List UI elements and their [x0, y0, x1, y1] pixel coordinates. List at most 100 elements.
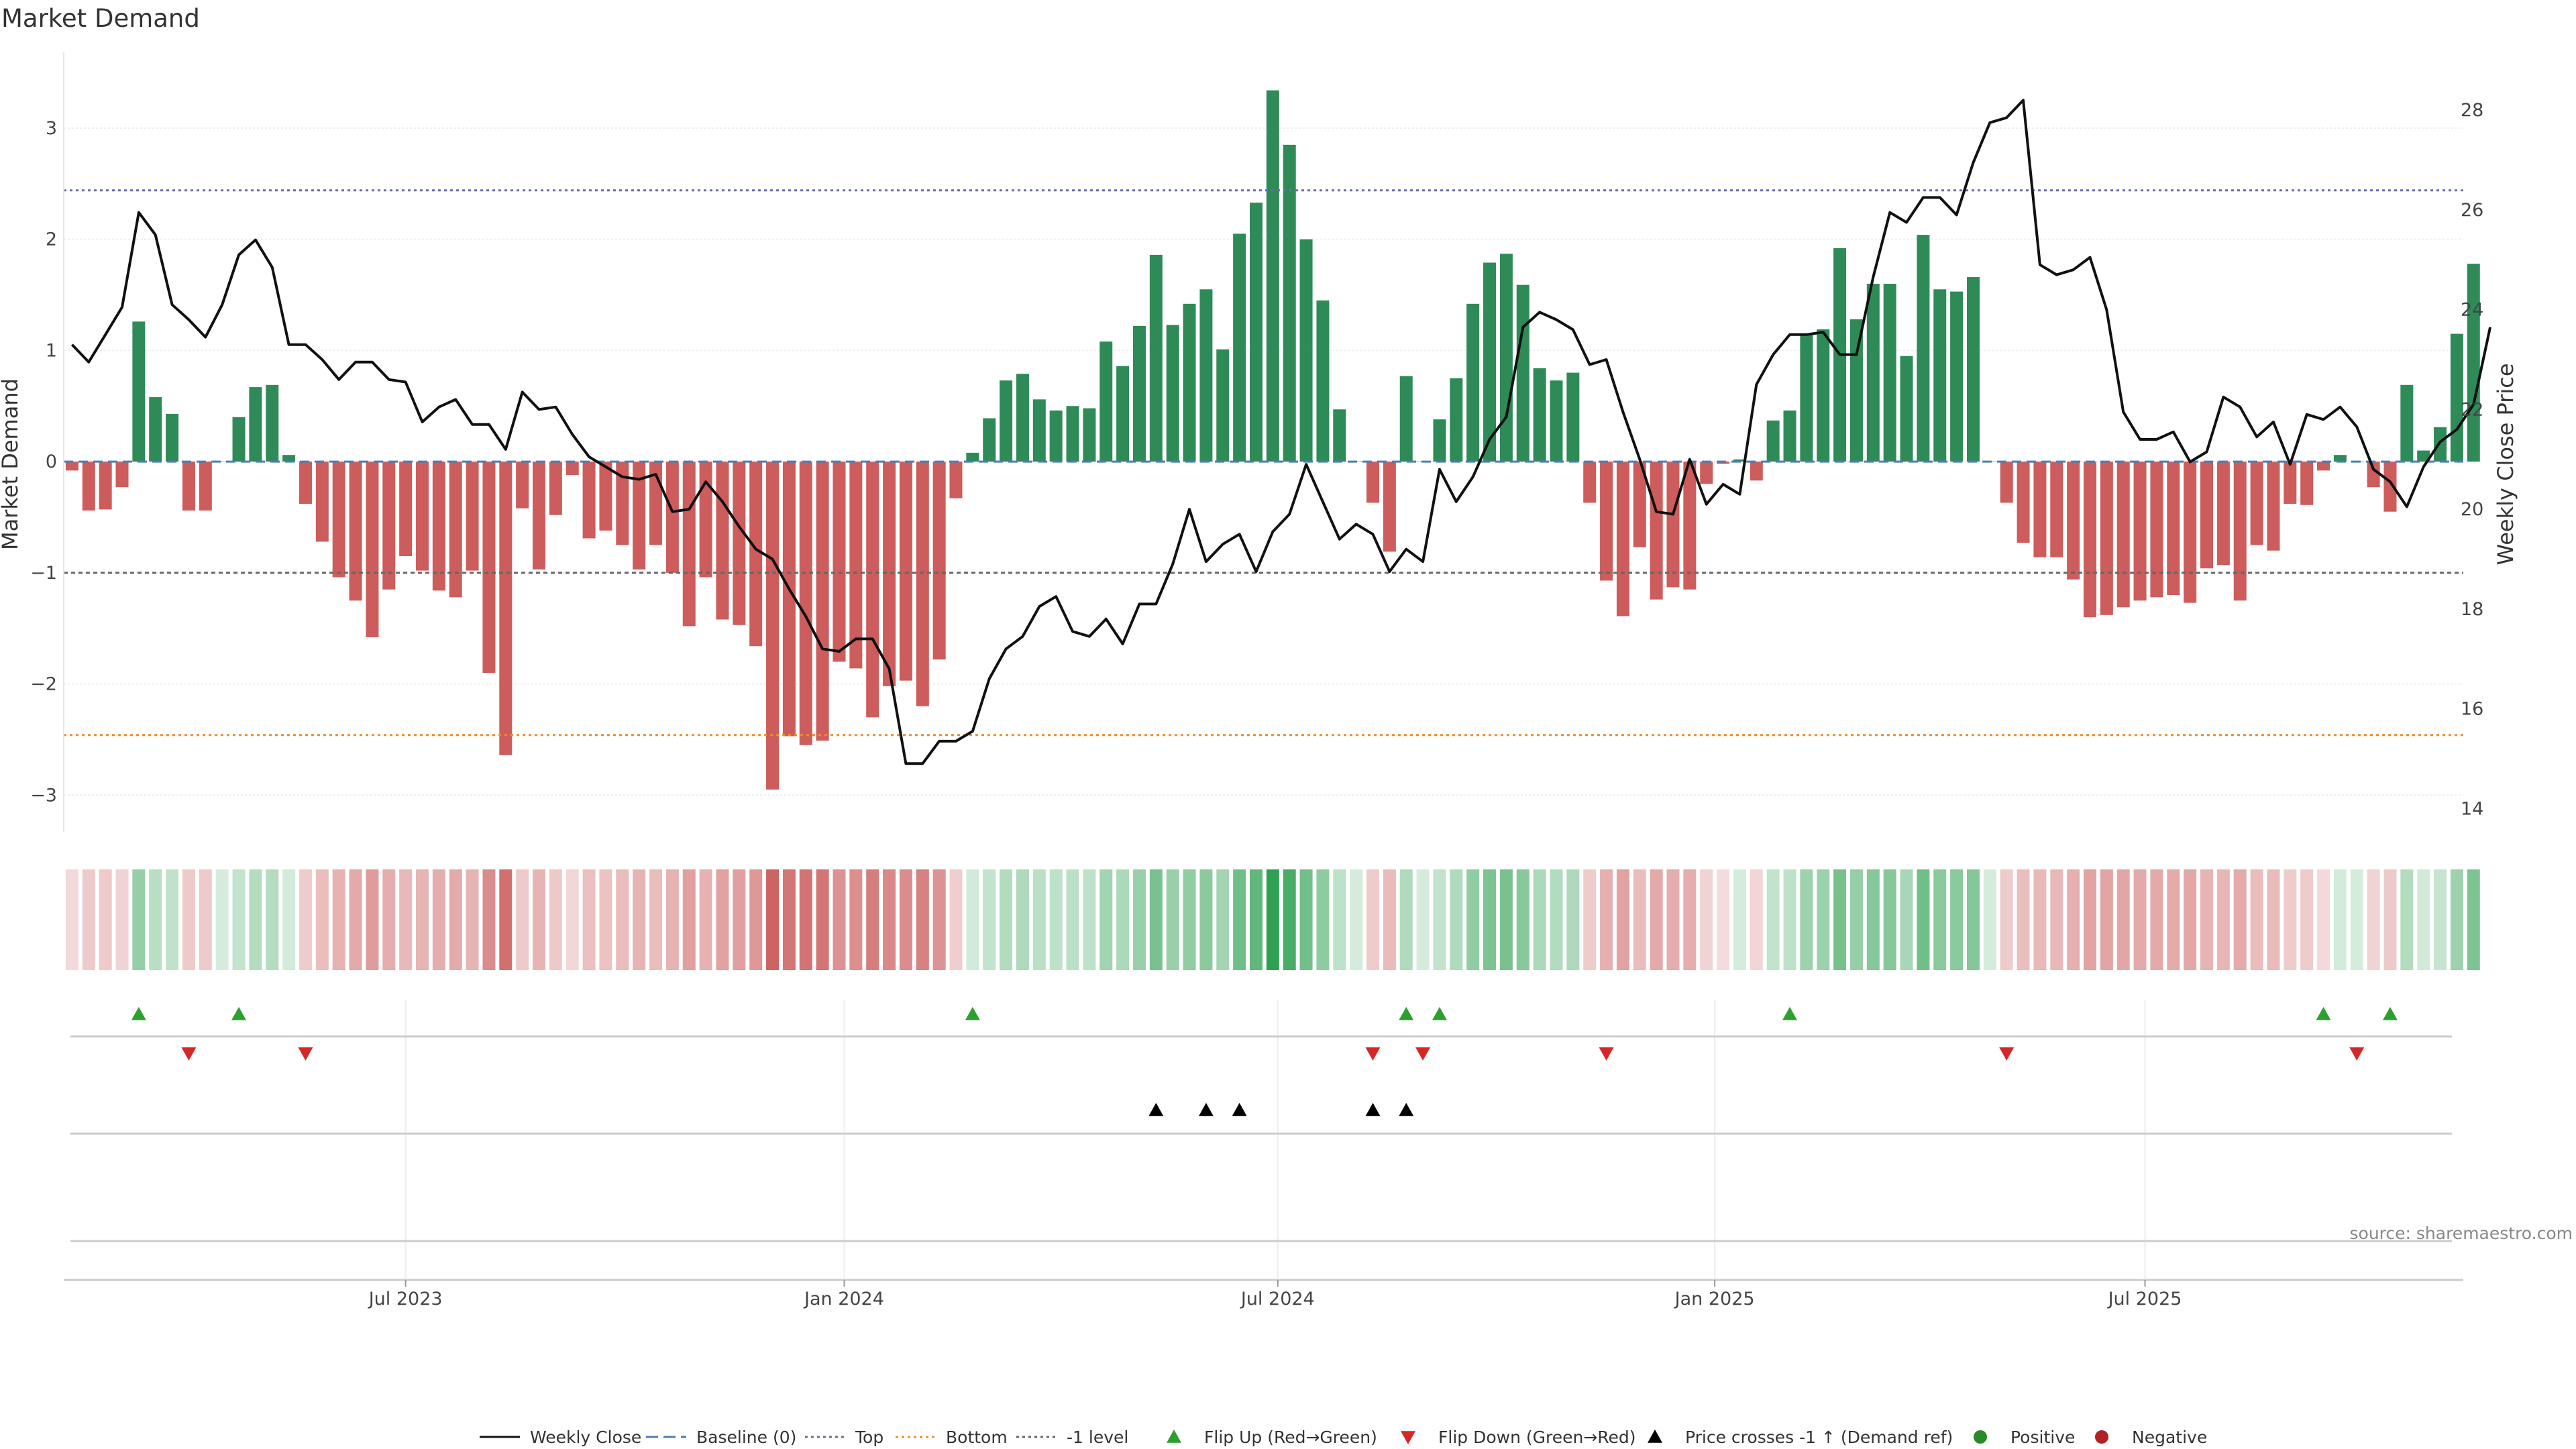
- heat-cell: [2116, 869, 2130, 970]
- heat-cell: [716, 869, 729, 970]
- heat-cell: [1533, 869, 1546, 970]
- heat-cell: [1216, 869, 1230, 970]
- heat-cell: [2284, 869, 2297, 970]
- demand-bar: [733, 462, 746, 625]
- heat-cell: [2467, 869, 2480, 970]
- demand-bar: [682, 462, 696, 627]
- heat-cell: [1399, 869, 1413, 970]
- demand-bar: [382, 462, 396, 590]
- heat-cell: [2083, 869, 2096, 970]
- demand-bar: [315, 462, 329, 542]
- demand-bar: [949, 462, 963, 498]
- legend-label: Flip Down (Green→Red): [1438, 1428, 1636, 1447]
- demand-bar: [1083, 408, 1096, 462]
- flip-up-marker: [1432, 1007, 1447, 1020]
- x-tick-label: Jul 2025: [2107, 1289, 2182, 1309]
- legend-swatch: [2095, 1430, 2108, 1444]
- demand-bar: [2200, 462, 2214, 569]
- heat-cell: [633, 869, 646, 970]
- y2-tick-label: 20: [2461, 499, 2483, 520]
- demand-bar: [282, 455, 296, 462]
- heat-cell: [2434, 869, 2447, 970]
- flip-down-marker: [1999, 1047, 2015, 1061]
- demand-bar: [983, 418, 996, 462]
- heat-cell: [2417, 869, 2430, 970]
- demand-bar: [516, 462, 529, 508]
- demand-bar: [1966, 277, 1980, 462]
- price-cross-marker: [1198, 1103, 1214, 1116]
- heat-cell: [2184, 869, 2197, 970]
- heat-cell: [1116, 869, 1130, 970]
- heat-cell: [1450, 869, 1463, 970]
- heat-cell: [949, 869, 963, 970]
- demand-bar: [1183, 303, 1196, 462]
- heat-cell: [1750, 869, 1763, 970]
- demand-bar: [916, 462, 929, 706]
- heat-cell: [533, 869, 546, 970]
- legend-label: Baseline (0): [696, 1428, 796, 1447]
- demand-bar: [366, 462, 379, 637]
- heat-cell: [1266, 869, 1279, 970]
- demand-bar: [2133, 462, 2147, 601]
- demand-bar: [2000, 462, 2013, 503]
- heat-cell: [883, 869, 896, 970]
- demand-bar: [132, 321, 146, 462]
- demand-bar: [633, 462, 646, 570]
- legend-swatch: [1167, 1430, 1181, 1443]
- flip-up-marker: [965, 1007, 980, 1020]
- heat-cell: [299, 869, 312, 970]
- heat-cell: [266, 869, 279, 970]
- heat-cell: [2383, 869, 2397, 970]
- heat-cell: [2133, 869, 2147, 970]
- reference-lines: [64, 189, 2463, 737]
- demand-bar: [1049, 410, 1063, 462]
- demand-bar: [1717, 462, 1730, 464]
- flip-down-marker: [181, 1047, 197, 1061]
- signal-markers: [131, 1007, 2398, 1116]
- demand-bar: [1399, 376, 1413, 462]
- heat-cell: [1499, 869, 1513, 970]
- heat-cell: [2317, 869, 2330, 970]
- demand-heat-strip: [65, 869, 2480, 970]
- demand-bar: [1299, 239, 1313, 462]
- demand-bar: [2083, 462, 2096, 618]
- heat-cell: [1950, 869, 1964, 970]
- heat-cell: [782, 869, 796, 970]
- demand-bar: [766, 462, 780, 790]
- demand-bar: [749, 462, 763, 647]
- demand-bar: [699, 462, 712, 578]
- y-tick-label: −1: [30, 563, 57, 584]
- legend-label: Weekly Close: [530, 1428, 641, 1447]
- y2-tick-label: 16: [2461, 699, 2483, 720]
- demand-bar: [2150, 462, 2163, 598]
- heat-cell: [1866, 869, 1880, 970]
- flip-up-marker: [1399, 1007, 1414, 1020]
- heat-cell: [1566, 869, 1580, 970]
- heat-cell: [232, 869, 246, 970]
- demand-bar: [1817, 329, 1830, 462]
- heat-cell: [132, 869, 146, 970]
- heat-cell: [1316, 869, 1330, 970]
- demand-bar: [1383, 462, 1396, 552]
- demand-bar: [1233, 233, 1246, 462]
- heat-cell: [2250, 869, 2263, 970]
- heat-cell: [2100, 869, 2113, 970]
- heat-cell: [1350, 869, 1363, 970]
- heat-cell: [1733, 869, 1746, 970]
- heat-cell: [1466, 869, 1480, 970]
- heat-cell: [182, 869, 195, 970]
- demand-bar: [533, 462, 546, 570]
- flip-down-marker: [1599, 1047, 1614, 1061]
- demand-bar: [1666, 462, 1680, 588]
- demand-bar: [899, 462, 912, 681]
- demand-bar: [199, 462, 212, 511]
- demand-bar: [449, 462, 462, 598]
- demand-bar: [2450, 333, 2463, 462]
- flip-up-marker: [2316, 1007, 2331, 1020]
- heat-cell: [215, 869, 229, 970]
- demand-bar: [1550, 380, 1563, 462]
- flip-down-marker: [2349, 1047, 2365, 1061]
- demand-bar: [2184, 462, 2197, 603]
- legend: Weekly Close Baseline (0) Top Bottom -1 leve…: [480, 1428, 2207, 1447]
- heat-cell: [2050, 869, 2063, 970]
